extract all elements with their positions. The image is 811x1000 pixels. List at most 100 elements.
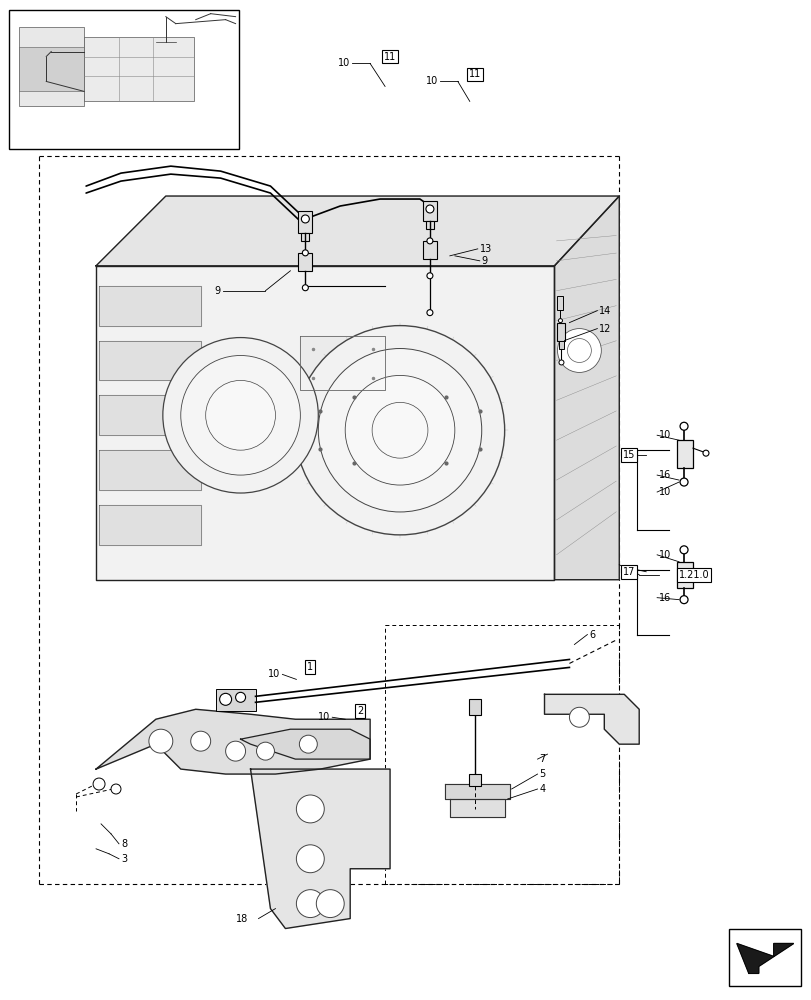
- Bar: [19, 27, 84, 106]
- Circle shape: [296, 845, 324, 873]
- Text: 10: 10: [425, 76, 437, 86]
- Text: 14: 14: [599, 306, 611, 316]
- Bar: [423, 241, 436, 259]
- Polygon shape: [99, 286, 200, 326]
- Circle shape: [427, 273, 432, 279]
- Circle shape: [225, 741, 245, 761]
- Text: 16: 16: [659, 470, 671, 480]
- Bar: [10, 10, 238, 149]
- Polygon shape: [444, 784, 509, 799]
- Circle shape: [680, 546, 687, 554]
- Circle shape: [205, 380, 275, 450]
- Text: 5: 5: [539, 769, 545, 779]
- Circle shape: [345, 375, 454, 485]
- Circle shape: [702, 450, 708, 456]
- Text: 2: 2: [357, 706, 363, 716]
- Circle shape: [318, 349, 481, 512]
- Circle shape: [302, 250, 308, 256]
- Circle shape: [427, 238, 432, 244]
- Bar: [468, 699, 480, 715]
- Bar: [19, 47, 84, 91]
- Text: 13: 13: [479, 244, 491, 254]
- Text: 9: 9: [214, 286, 221, 296]
- Polygon shape: [240, 729, 370, 759]
- Bar: [298, 253, 312, 271]
- Circle shape: [163, 338, 318, 493]
- Text: 18: 18: [235, 914, 247, 924]
- Polygon shape: [99, 450, 200, 490]
- Text: 10: 10: [659, 430, 671, 440]
- Polygon shape: [251, 769, 389, 929]
- Bar: [557, 323, 564, 341]
- Circle shape: [148, 729, 173, 753]
- Bar: [559, 341, 564, 349]
- Polygon shape: [96, 266, 554, 580]
- Bar: [728, 929, 800, 986]
- Circle shape: [219, 693, 231, 705]
- Circle shape: [302, 285, 308, 291]
- Text: 12: 12: [599, 324, 611, 334]
- Polygon shape: [554, 196, 619, 580]
- Bar: [301, 233, 309, 241]
- Polygon shape: [300, 336, 384, 390]
- Text: 9: 9: [481, 256, 487, 266]
- Text: 11: 11: [384, 52, 396, 62]
- Bar: [468, 774, 480, 786]
- Circle shape: [680, 478, 687, 486]
- Polygon shape: [99, 505, 200, 545]
- Text: 7: 7: [539, 754, 545, 764]
- Text: 10: 10: [337, 58, 350, 68]
- Text: 17: 17: [622, 567, 635, 577]
- Text: 6: 6: [589, 630, 594, 640]
- Bar: [216, 689, 255, 711]
- Circle shape: [557, 329, 601, 372]
- Text: 10: 10: [659, 487, 671, 497]
- Bar: [84, 37, 194, 101]
- Circle shape: [296, 795, 324, 823]
- Circle shape: [558, 360, 564, 365]
- Text: 16: 16: [659, 593, 671, 603]
- Polygon shape: [449, 799, 504, 817]
- Circle shape: [299, 735, 317, 753]
- Text: 10: 10: [659, 550, 671, 560]
- Polygon shape: [96, 709, 370, 774]
- Text: 1.21.0: 1.21.0: [678, 570, 709, 580]
- Bar: [676, 440, 692, 468]
- Circle shape: [296, 890, 324, 918]
- Text: 1: 1: [307, 662, 313, 672]
- Bar: [426, 221, 433, 229]
- Circle shape: [191, 731, 210, 751]
- Polygon shape: [544, 694, 638, 744]
- Circle shape: [235, 692, 245, 702]
- Text: 15: 15: [622, 450, 635, 460]
- Circle shape: [371, 402, 427, 458]
- Text: 4: 4: [539, 784, 545, 794]
- Bar: [423, 201, 436, 221]
- Polygon shape: [96, 196, 619, 266]
- Circle shape: [256, 742, 274, 760]
- Text: 10: 10: [268, 669, 280, 679]
- Text: 3: 3: [121, 854, 127, 864]
- Circle shape: [680, 596, 687, 604]
- Circle shape: [427, 310, 432, 316]
- Bar: [298, 211, 312, 233]
- Circle shape: [93, 778, 105, 790]
- Bar: [557, 296, 563, 310]
- Circle shape: [181, 355, 300, 475]
- Circle shape: [558, 319, 562, 323]
- Circle shape: [680, 422, 687, 430]
- Text: 10: 10: [318, 712, 330, 722]
- Text: 8: 8: [121, 839, 127, 849]
- Text: 11: 11: [468, 69, 480, 79]
- Circle shape: [426, 205, 433, 213]
- Circle shape: [295, 326, 504, 535]
- Circle shape: [301, 215, 309, 223]
- Circle shape: [569, 707, 589, 727]
- Circle shape: [567, 339, 590, 362]
- Polygon shape: [99, 395, 200, 435]
- Circle shape: [316, 890, 344, 918]
- Polygon shape: [736, 943, 792, 973]
- Polygon shape: [99, 341, 200, 380]
- Circle shape: [111, 784, 121, 794]
- Bar: [676, 562, 692, 588]
